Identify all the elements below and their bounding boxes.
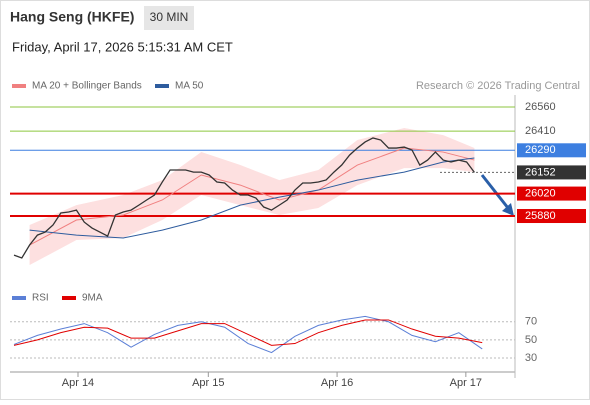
y-tick-label: 30	[525, 352, 537, 364]
last-price-label: 26152	[525, 166, 556, 178]
legend-swatch	[12, 296, 26, 300]
title: Hang Seng (HKFE)	[10, 9, 134, 25]
series-line	[13, 319, 483, 346]
level-label: 26560	[525, 101, 556, 113]
level-label: 26020	[525, 187, 556, 199]
legend-swatch	[12, 84, 26, 88]
x-tick-label: Apr 14	[62, 377, 94, 389]
x-tick-label: Apr 17	[450, 377, 482, 389]
price-line	[13, 137, 475, 259]
timeframe[interactable]: 30 MIN	[150, 10, 189, 24]
arrow	[480, 174, 510, 209]
level-label-box	[517, 143, 586, 158]
x-tick-label: Apr 16	[321, 377, 353, 389]
level-label-box	[517, 209, 586, 224]
legend-label: MA 50	[175, 81, 204, 92]
level-label: 26290	[525, 144, 556, 156]
series-line	[13, 315, 483, 354]
legend-swatch	[155, 84, 169, 88]
legend-label: 9MA	[82, 293, 103, 304]
level-label: 26410	[525, 125, 556, 137]
legend-label: MA 20 + Bollinger Bands	[32, 81, 142, 92]
legend-label: RSI	[32, 293, 49, 304]
y-tick-label: 70	[525, 316, 537, 328]
x-tick-label: Apr 15	[192, 377, 224, 389]
arrow-head	[502, 203, 514, 216]
legend-swatch	[62, 296, 76, 300]
level-label: 25880	[525, 210, 556, 222]
credit: Research © 2026 Trading Central	[416, 80, 580, 92]
level-label-box	[517, 186, 586, 201]
last-price-box	[517, 165, 586, 180]
datetime: Friday, April 17, 2026 5:15:31 AM CET	[12, 39, 233, 54]
timeframe-box[interactable]	[144, 6, 194, 30]
series-line	[29, 157, 475, 239]
y-tick-label: 50	[525, 334, 537, 346]
